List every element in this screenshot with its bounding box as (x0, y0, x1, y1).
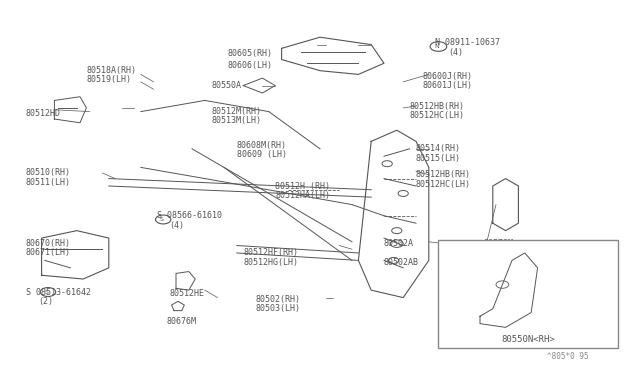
Text: (4): (4) (170, 221, 184, 230)
Text: 80512HC(LH): 80512HC(LH) (416, 180, 471, 189)
Text: 80606(LH): 80606(LH) (227, 61, 272, 70)
Text: 80600J(RH): 80600J(RH) (422, 72, 472, 81)
Text: (4): (4) (448, 48, 463, 57)
Text: 80518A(RH): 80518A(RH) (86, 66, 136, 75)
Bar (438, 240, 618, 348)
Text: N: N (434, 44, 439, 49)
Text: 80609 (LH): 80609 (LH) (237, 150, 287, 159)
Text: 80570M: 80570M (483, 239, 513, 248)
Text: 80608M(RH): 80608M(RH) (237, 141, 287, 150)
Text: 80670(RH): 80670(RH) (26, 239, 70, 248)
Text: S: S (44, 289, 48, 295)
Text: 80512HG(LH): 80512HG(LH) (243, 258, 298, 267)
Text: (2): (2) (38, 297, 53, 306)
Text: 80512H (RH): 80512H (RH) (275, 182, 330, 190)
Text: 80512HE: 80512HE (170, 289, 205, 298)
Text: 80512HB(RH): 80512HB(RH) (416, 170, 471, 179)
Text: 80519(LH): 80519(LH) (86, 76, 131, 84)
Text: 80514(RH): 80514(RH) (416, 144, 461, 153)
Text: 80512HD: 80512HD (26, 109, 61, 118)
Text: 80511(LH): 80511(LH) (26, 178, 70, 187)
Text: S 08513-61642: S 08513-61642 (26, 288, 91, 296)
Text: 80512HB(RH): 80512HB(RH) (410, 102, 465, 110)
Text: 80676M: 80676M (166, 317, 196, 326)
Text: 80512HF(RH): 80512HF(RH) (243, 248, 298, 257)
Text: 80515(LH): 80515(LH) (416, 154, 461, 163)
Text: 80550N<RH>: 80550N<RH> (501, 335, 555, 344)
Text: 80512HA(LH): 80512HA(LH) (275, 191, 330, 200)
Text: 80502(RH): 80502(RH) (256, 295, 301, 304)
Text: 80502AB: 80502AB (384, 258, 419, 267)
Text: 80502A: 80502A (384, 239, 414, 248)
Text: N 08911-10637: N 08911-10637 (435, 38, 500, 47)
Text: 80510(RH): 80510(RH) (26, 169, 70, 177)
Text: 80513M(LH): 80513M(LH) (211, 116, 261, 125)
Text: S 08566-61610: S 08566-61610 (157, 211, 222, 220)
Text: 80605(RH): 80605(RH) (227, 49, 272, 58)
Text: 80512HC(LH): 80512HC(LH) (410, 111, 465, 120)
Text: 80512M(RH): 80512M(RH) (211, 107, 261, 116)
Text: 80601J(LH): 80601J(LH) (422, 81, 472, 90)
Text: 80550A: 80550A (211, 81, 241, 90)
Text: 80671(LH): 80671(LH) (26, 248, 70, 257)
Text: S: S (159, 217, 163, 222)
Text: 80503(LH): 80503(LH) (256, 304, 301, 313)
Text: ^805*0 95: ^805*0 95 (547, 352, 589, 361)
